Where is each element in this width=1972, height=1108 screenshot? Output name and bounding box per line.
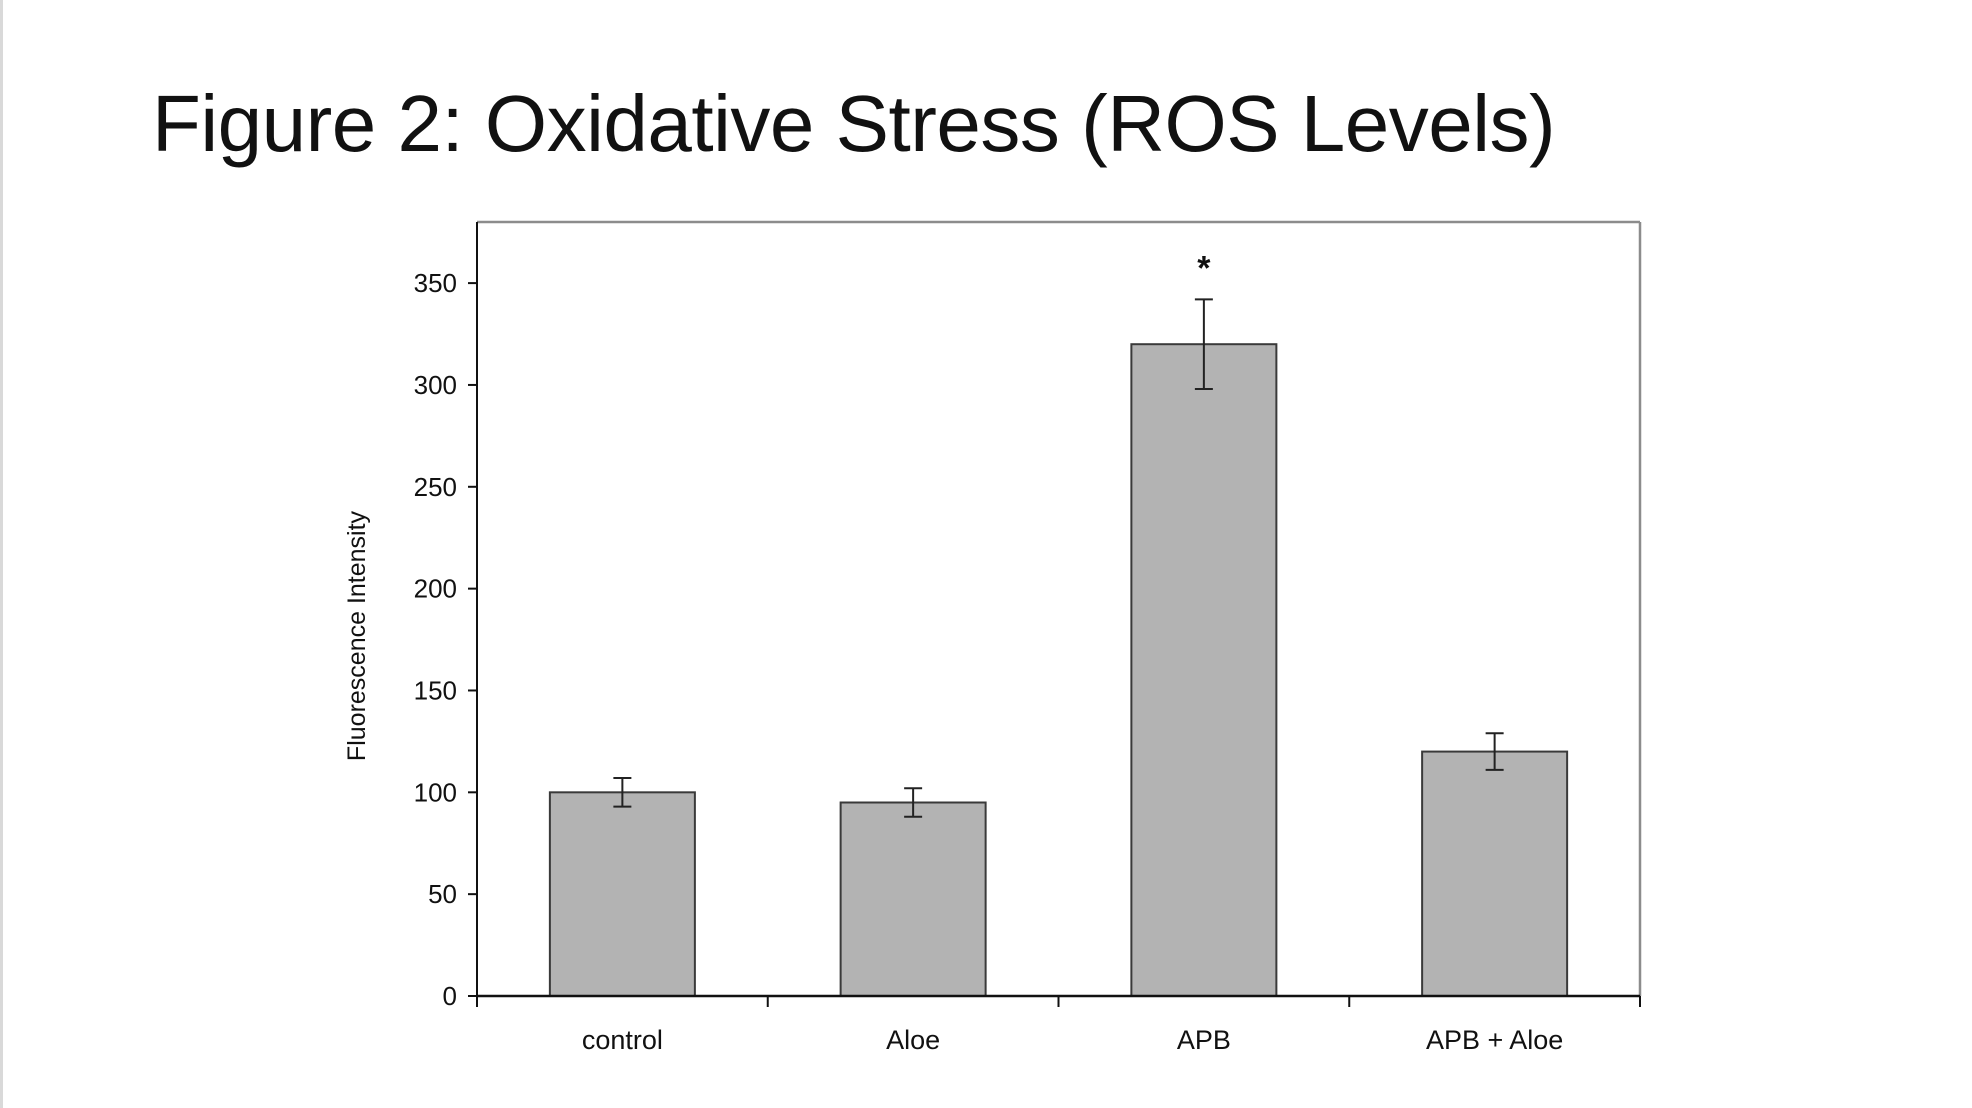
y-tick-label-0: 0 xyxy=(443,981,457,1011)
y-tick-label-6: 300 xyxy=(414,370,457,400)
x-category-label-0: control xyxy=(582,1025,663,1055)
x-category-label-1: Aloe xyxy=(886,1025,940,1055)
bar-3 xyxy=(1421,750,1569,997)
y-tick-label-4: 200 xyxy=(414,574,457,604)
y-tick-label-1: 50 xyxy=(428,879,457,909)
significance-marker-2: * xyxy=(1197,249,1211,287)
y-tick-label-5: 250 xyxy=(414,472,457,502)
x-category-label-3: APB + Aloe xyxy=(1426,1025,1563,1055)
y-tick-label-2: 100 xyxy=(414,777,457,807)
slide-left-border xyxy=(0,0,3,1108)
bar-1 xyxy=(839,801,987,997)
y-tick-label-3: 150 xyxy=(414,675,457,705)
x-category-label-2: APB xyxy=(1177,1025,1231,1055)
slide-title: Figure 2: Oxidative Stress (ROS Levels) xyxy=(152,79,1556,168)
bar-2 xyxy=(1130,343,1278,998)
bar-0 xyxy=(548,791,696,997)
y-tick-label-7: 350 xyxy=(414,268,457,298)
y-axis-title: Fluorescence Intensity xyxy=(343,510,371,761)
